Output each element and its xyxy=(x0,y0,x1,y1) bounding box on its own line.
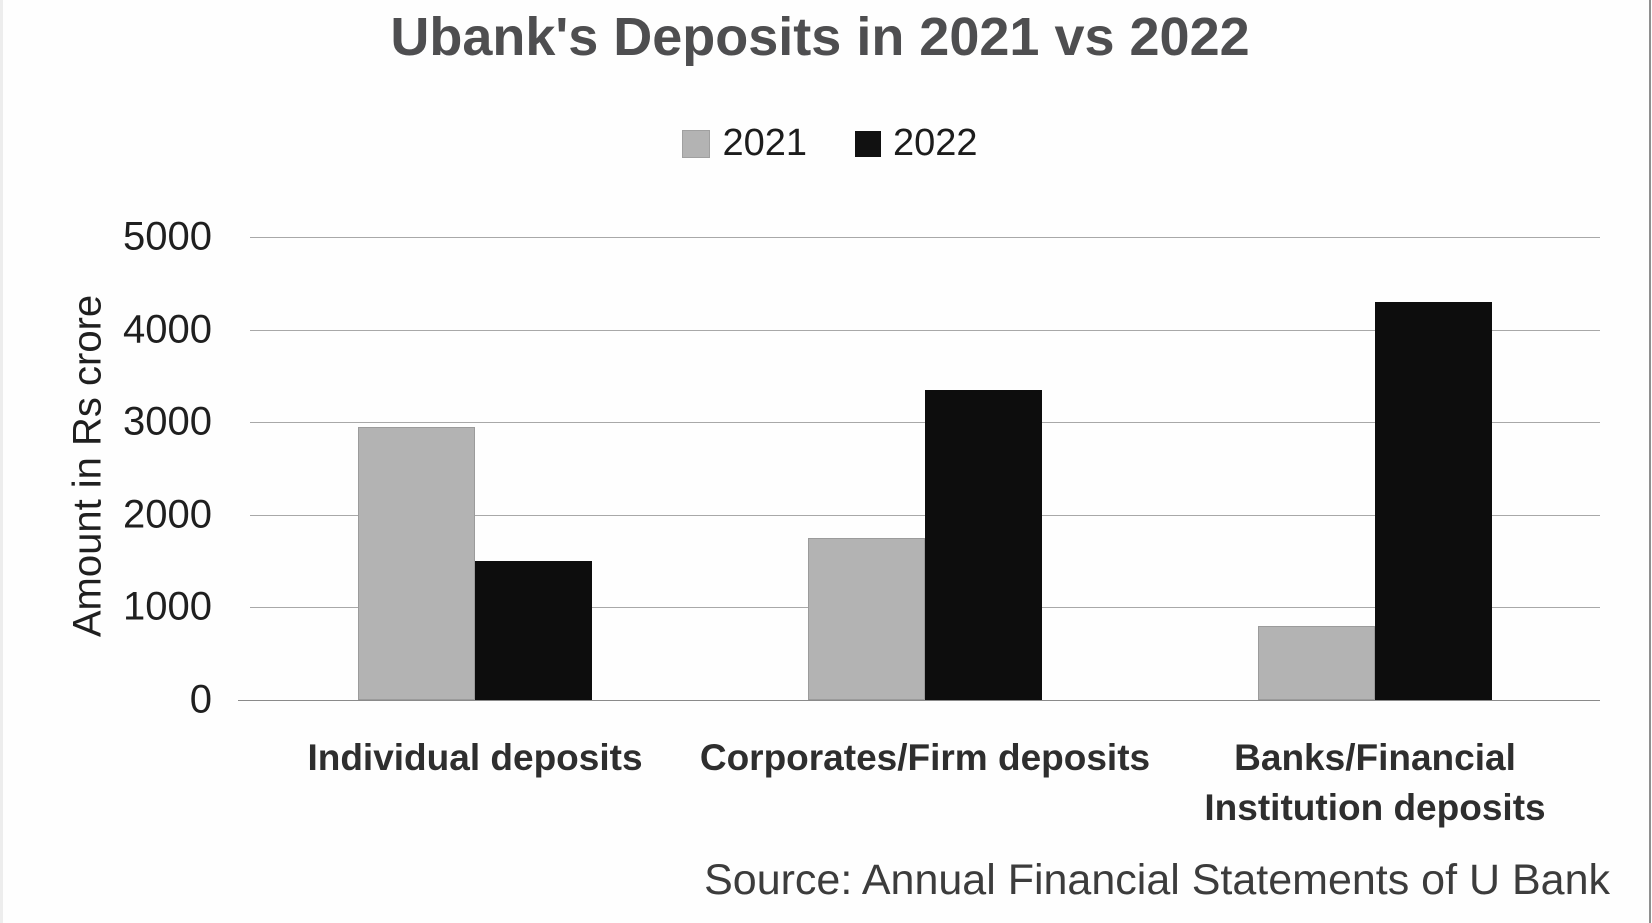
legend-item-2022: 2022 xyxy=(855,122,978,165)
bar-2022-category-1 xyxy=(925,389,1042,700)
y-tick-5000: 5000 xyxy=(123,214,212,259)
bar-2022-category-0 xyxy=(475,561,592,700)
y-tick-3000: 3000 xyxy=(123,399,212,444)
bar-2021-category-2 xyxy=(1258,625,1375,700)
category-label-banks-financial-institution-deposits: Banks/Financial Institution deposits xyxy=(1204,737,1546,828)
gridline-0 xyxy=(238,700,1600,701)
gridline-5000 xyxy=(250,237,1600,238)
legend-swatch-2021-icon xyxy=(682,129,711,158)
y-tick-2000: 2000 xyxy=(123,492,212,537)
category-label-corporates-firm-deposits: Corporates/Firm deposits xyxy=(699,737,1151,778)
legend: 2021 2022 xyxy=(0,122,1652,165)
y-tick-0: 0 xyxy=(189,677,212,722)
y-tick-1000: 1000 xyxy=(123,584,212,629)
chart-title: Ubank's Deposits in 2021 vs 2022 xyxy=(390,7,1250,67)
legend-label-2022: 2022 xyxy=(893,122,978,164)
legend-swatch-2022-icon xyxy=(855,130,881,157)
bar-2021-category-1 xyxy=(808,537,925,700)
y-axis-ticks: 0 1000 2000 3000 4000 5000 xyxy=(0,215,228,722)
scan-edge-left xyxy=(0,0,3,923)
bar-2021-category-0 xyxy=(358,426,475,700)
scan-edge-right xyxy=(1649,0,1651,923)
source-note: Source: Annual Financial Statements of U… xyxy=(704,856,1610,904)
y-tick-4000: 4000 xyxy=(123,307,212,352)
category-label-individual-deposits: Individual deposits xyxy=(307,737,643,778)
bar-2022-category-2 xyxy=(1375,301,1492,700)
legend-label-2021: 2021 xyxy=(722,122,807,164)
gridline-4000 xyxy=(250,329,1600,331)
legend-item-2021: 2021 xyxy=(682,122,807,165)
plot-area xyxy=(238,237,1600,701)
